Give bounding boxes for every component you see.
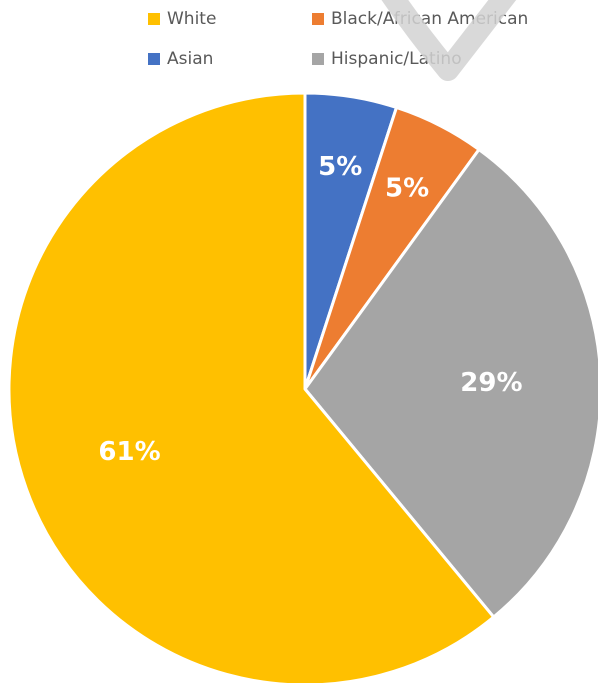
slice-labels: 5% 5% 29% 61% <box>98 152 522 467</box>
slice-label-asian: 5% <box>318 152 362 182</box>
legend-swatch-black-african-american <box>312 13 324 25</box>
legend-swatch-hispanic-latino <box>312 53 324 65</box>
slice-label-hispanic-latino: 29% <box>460 368 522 398</box>
slice-label-white: 61% <box>98 437 160 467</box>
pie-slice-white <box>7 91 496 683</box>
pie-slice-hispanic-latino <box>303 148 598 619</box>
legend-label-white: White <box>167 9 216 29</box>
pie-slices <box>7 91 598 683</box>
legend-swatch-asian <box>148 53 160 65</box>
legend-item-white: White <box>148 9 216 29</box>
legend-swatch-white <box>148 13 160 25</box>
legend-label-asian: Asian <box>167 49 213 69</box>
legend-item-asian: Asian <box>148 49 213 69</box>
decorative-watermark-stroke <box>381 0 517 81</box>
slice-label-black-african-american: 5% <box>385 174 429 204</box>
